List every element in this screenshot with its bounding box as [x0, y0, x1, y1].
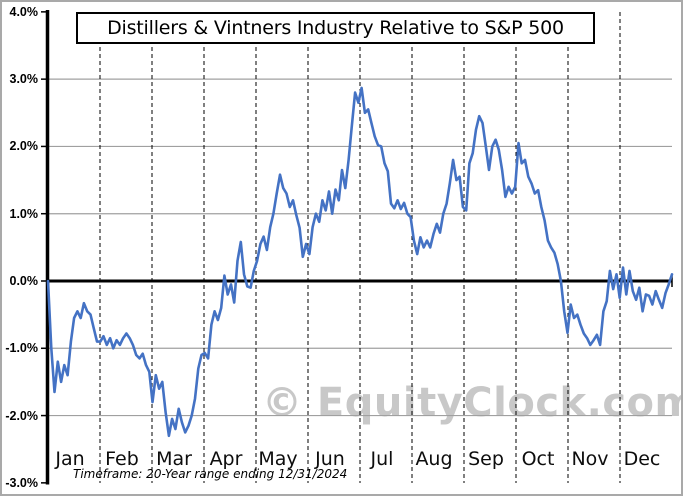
month-label: May — [258, 448, 298, 470]
y-axis-label: -1.0% — [5, 341, 38, 356]
y-axis-label: 1.0% — [9, 206, 39, 221]
month-label: Feb — [105, 448, 139, 470]
relative-performance-line — [46, 86, 674, 438]
y-axis-label: 4.0% — [9, 4, 39, 19]
month-label: Oct — [521, 448, 555, 470]
month-label: Sep — [468, 448, 504, 470]
equityclock-watermark: © EquityClock.com — [262, 380, 683, 426]
month-label: Jul — [370, 448, 394, 470]
chart-title-box: Distillers & Vintners Industry Relative … — [76, 12, 595, 44]
month-label: Dec — [623, 448, 661, 470]
month-label: Aug — [415, 448, 453, 470]
chart-title: Distillers & Vintners Industry Relative … — [107, 17, 564, 39]
timeframe-caption: Timeframe: 20-Year range ending 12/31/20… — [73, 467, 348, 481]
month-label: Apr — [209, 448, 243, 470]
y-axis-label: 2.0% — [9, 139, 39, 154]
y-axis-label: 0.0% — [9, 274, 39, 288]
month-label: Mar — [156, 448, 192, 470]
y-axis-label: -3.0% — [5, 475, 38, 490]
month-label: Jan — [55, 448, 85, 470]
y-axis-label: -2.0% — [5, 408, 38, 423]
month-label: Jun — [315, 448, 345, 470]
month-label: Nov — [571, 448, 609, 470]
y-axis-label: 3.0% — [9, 72, 39, 87]
